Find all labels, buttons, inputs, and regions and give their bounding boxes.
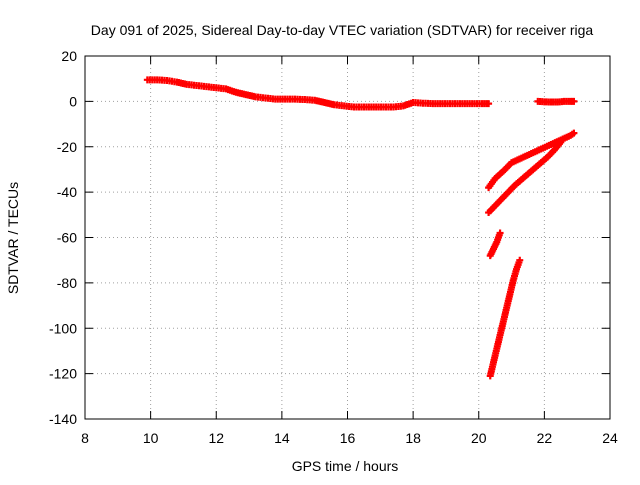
x-tick-label: 24 bbox=[602, 430, 618, 446]
y-tick-label: 20 bbox=[61, 48, 77, 64]
x-tick-label: 14 bbox=[274, 430, 290, 446]
y-tick-label: 0 bbox=[69, 93, 77, 109]
data-point bbox=[485, 100, 493, 108]
data-point bbox=[557, 138, 565, 146]
y-axis-label: SDTVAR / TECUs bbox=[5, 182, 21, 294]
data-points bbox=[143, 76, 578, 380]
y-tick-label: -140 bbox=[49, 411, 77, 427]
y-tick-label: -80 bbox=[57, 275, 77, 291]
data-point bbox=[570, 97, 578, 105]
plot-frame bbox=[84, 55, 611, 420]
x-tick-label: 20 bbox=[471, 430, 487, 446]
data-series-3 bbox=[485, 129, 578, 192]
grid bbox=[85, 56, 610, 419]
data-series-2 bbox=[534, 97, 578, 106]
x-tick-label: 8 bbox=[81, 430, 89, 446]
y-tick-label: -120 bbox=[49, 366, 77, 382]
data-series-6 bbox=[486, 256, 524, 380]
y-tick-label: -100 bbox=[49, 320, 77, 336]
x-axis-label: GPS time / hours bbox=[292, 458, 399, 474]
x-tick-label: 10 bbox=[143, 430, 159, 446]
y-tick-label: -20 bbox=[57, 139, 77, 155]
y-tick-label: -60 bbox=[57, 230, 77, 246]
data-series-4 bbox=[485, 138, 565, 217]
x-tick-label: 18 bbox=[405, 430, 421, 446]
data-series-5 bbox=[486, 229, 504, 260]
x-tick-label: 12 bbox=[208, 430, 224, 446]
x-tick-label: 16 bbox=[340, 430, 356, 446]
data-point bbox=[496, 229, 504, 237]
data-point bbox=[516, 256, 524, 264]
y-tick-label: -40 bbox=[57, 184, 77, 200]
x-tick-label: 22 bbox=[537, 430, 553, 446]
data-point bbox=[570, 129, 578, 137]
data-series-1 bbox=[143, 76, 493, 111]
chart-title: Day 091 of 2025, Sidereal Day-to-day VTE… bbox=[91, 22, 594, 38]
